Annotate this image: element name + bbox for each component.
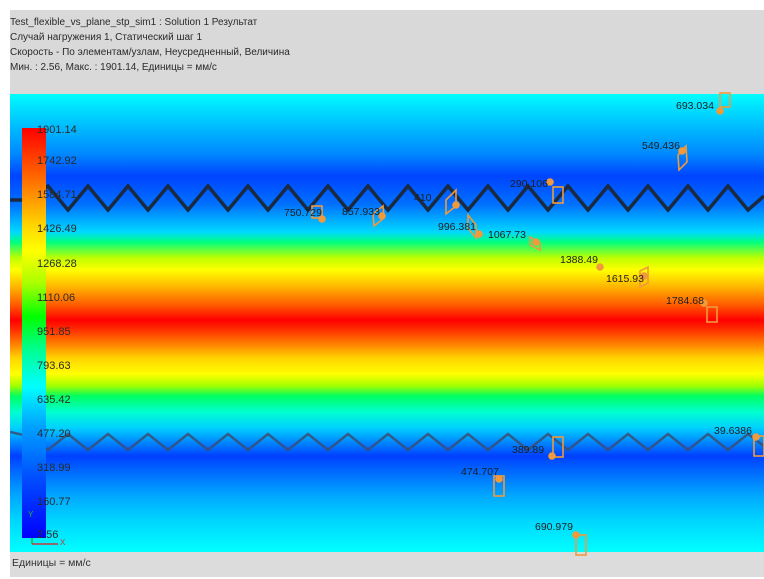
probe-marker-1615 <box>639 265 649 289</box>
probe-label[interactable]: 290.106 <box>510 178 548 190</box>
upper-boundary-zigzag <box>10 183 764 213</box>
probe-marker-690 <box>572 531 587 556</box>
legend-label: 477.20 <box>37 428 71 440</box>
axis-triad-x-label: X <box>60 538 66 547</box>
lower-boundary-zigzag <box>10 430 764 452</box>
probe-marker-857 <box>372 204 386 228</box>
probe-marker-1388 <box>596 263 604 271</box>
legend-label: 1742.92 <box>37 155 77 167</box>
probe-label[interactable]: 1615.93 <box>606 273 644 285</box>
legend-label: 1584.71 <box>37 189 77 201</box>
probe-label[interactable]: 1784.68 <box>666 295 704 307</box>
probe-label[interactable]: 474.707 <box>461 466 499 478</box>
legend-label: 635.42 <box>37 394 71 406</box>
probe-markers <box>311 92 764 556</box>
legend-label: 1901.14 <box>37 124 77 136</box>
probe-label[interactable]: 693.034 <box>676 100 714 112</box>
probe-label[interactable]: 750.729 <box>284 207 322 219</box>
probe-marker-474 <box>493 475 505 497</box>
legend-label: 1110.06 <box>37 292 76 304</box>
contour-plot[interactable] <box>10 94 764 552</box>
result-quantity-label: Скорость - По элементам/узлам, Неусредне… <box>10 47 290 58</box>
probe-label[interactable]: 1067.73 <box>488 229 526 241</box>
legend-label: 951.85 <box>37 326 71 338</box>
axis-triad-y-label: Y <box>28 510 34 519</box>
legend-label: 1426.49 <box>37 223 77 235</box>
probe-marker-1784 <box>700 299 718 323</box>
legend-label: 318.99 <box>37 462 71 474</box>
probe-marker-39 <box>752 433 764 457</box>
probe-marker-410 <box>445 188 460 216</box>
units-footer: Единицы = мм/с <box>12 557 91 569</box>
probe-label[interactable]: 389.89 <box>512 444 545 456</box>
legend-label: 793.63 <box>37 360 71 372</box>
probe-marker-1067 <box>529 235 541 252</box>
probe-marker-549 <box>677 144 688 172</box>
color-legend-bar <box>22 128 46 538</box>
mesh-overlay <box>10 92 764 556</box>
results-header: Test_flexible_vs_plane_stp_sim1 : Soluti… <box>10 10 764 94</box>
probe-label[interactable]: 857.933 <box>342 206 380 218</box>
legend-label: 1268.28 <box>37 258 77 270</box>
probe-marker-996 <box>467 212 483 241</box>
probe-label[interactable]: 996.381 <box>438 221 476 233</box>
probe-label[interactable]: 39.6386 <box>714 425 752 437</box>
legend-label: 160.77 <box>37 496 71 508</box>
load-case-label: Случай нагружения 1, Статический шаг 1 <box>10 32 203 43</box>
probe-marker-750 <box>311 205 326 223</box>
probe-marker-389 <box>548 436 564 460</box>
result-title: Test_flexible_vs_plane_stp_sim1 : Soluti… <box>10 17 258 28</box>
legend-label-min: 2.56 <box>37 529 59 541</box>
probe-marker-693 <box>716 92 731 115</box>
probe-label[interactable]: 410 <box>414 192 432 204</box>
probe-label[interactable]: 549.436 <box>642 140 680 152</box>
min-max-label: Мин. : 2.56, Макс. : 1901.14, Единицы = … <box>10 62 217 73</box>
results-viewport[interactable]: Test_flexible_vs_plane_stp_sim1 : Soluti… <box>10 10 764 577</box>
probe-label[interactable]: 1388.49 <box>560 254 598 266</box>
probe-label[interactable]: 690.979 <box>535 521 573 533</box>
probe-marker-290 <box>546 178 564 204</box>
